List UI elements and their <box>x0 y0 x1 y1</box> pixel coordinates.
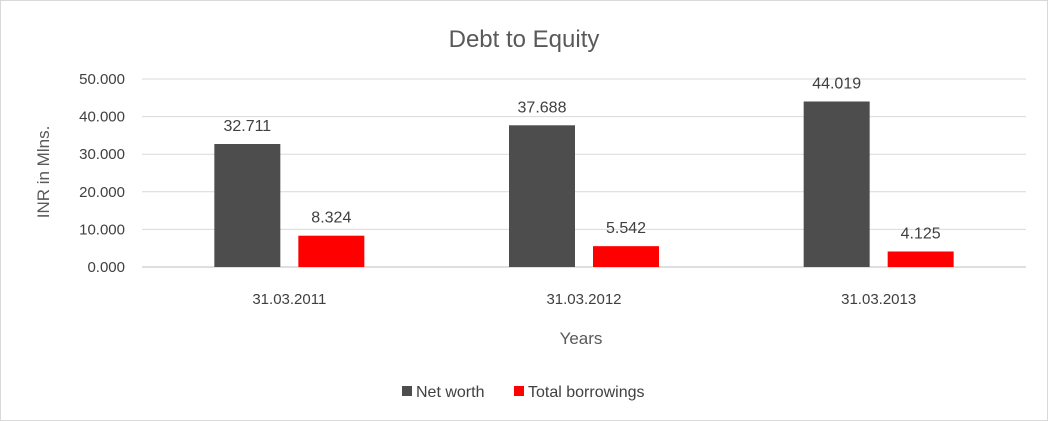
y-tick-label: 50.000 <box>79 71 125 88</box>
y-axis-label: INR in Mlns. <box>34 126 53 219</box>
x-axis-label: Years <box>560 329 603 348</box>
data-label: 32.711 <box>223 118 271 135</box>
bar <box>214 144 281 267</box>
legend-label: Total borrowings <box>528 384 645 401</box>
x-tick-label: 31.03.2012 <box>546 291 621 308</box>
legend: Net worth Total borrowings <box>402 384 645 401</box>
y-tick-label: 30.000 <box>79 146 125 163</box>
chart-title: Debt to Equity <box>449 26 600 53</box>
data-label: 5.542 <box>606 220 646 237</box>
data-label: 37.688 <box>518 99 567 116</box>
bar <box>593 246 659 267</box>
y-axis-ticks: 0.000 10.000 20.000 30.000 40.000 50.000 <box>79 71 125 276</box>
bars: 32.711 8.324 37.688 5.542 44.019 4.125 <box>214 75 954 268</box>
legend-swatch <box>402 386 412 396</box>
gridlines <box>142 78 1026 268</box>
legend-swatch <box>514 386 524 396</box>
data-label: 8.324 <box>311 210 351 227</box>
y-tick-label: 10.000 <box>79 221 125 238</box>
bar <box>887 251 954 267</box>
data-label: 4.125 <box>901 225 941 242</box>
x-tick-label: 31.03.2011 <box>252 291 326 308</box>
data-label: 44.019 <box>812 75 861 92</box>
bar <box>803 101 870 268</box>
bar <box>298 235 365 267</box>
y-tick-label: 40.000 <box>79 109 125 126</box>
x-axis-ticks: 31.03.2011 31.03.2012 31.03.2013 <box>252 291 916 308</box>
legend-label: Net worth <box>416 384 484 401</box>
y-tick-label: 0.000 <box>87 259 125 276</box>
y-tick-label: 20.000 <box>79 184 125 201</box>
x-tick-label: 31.03.2013 <box>841 291 916 308</box>
bar <box>509 125 575 267</box>
